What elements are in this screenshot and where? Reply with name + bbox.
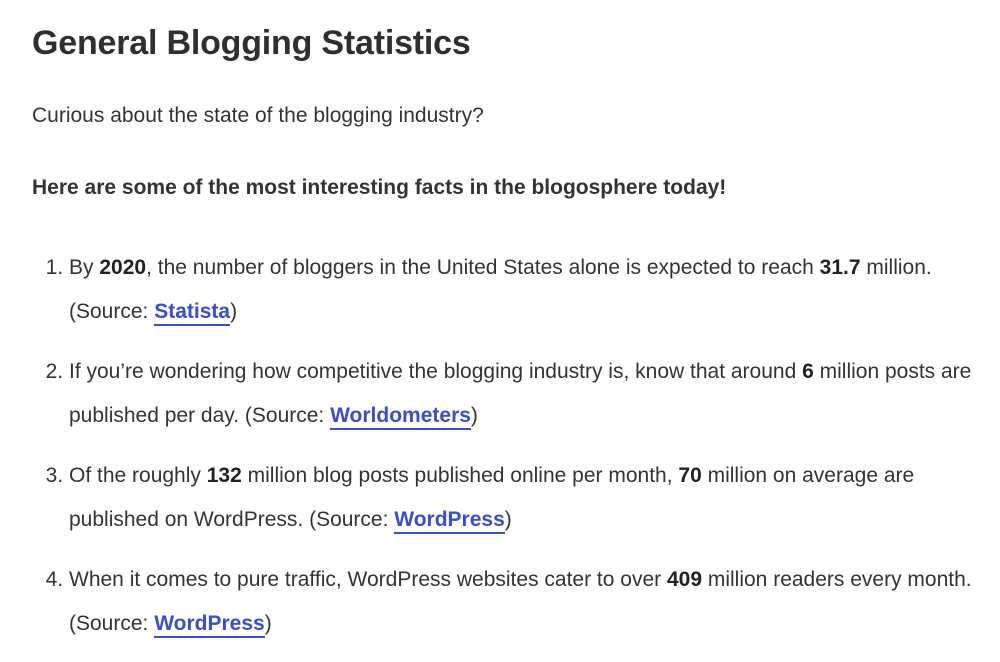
source-link-statista[interactable]: Statista [154,300,231,326]
text: When it comes to pure traffic, WordPress… [69,568,667,591]
text: ) [470,404,478,427]
stat-value: 31.7 [819,256,861,279]
stat-value: 6 [802,360,814,383]
text: ) [504,508,512,531]
intro-paragraph: Curious about the state of the blogging … [32,104,484,127]
stat-value: 132 [206,464,242,487]
list-item: If you’re wondering how competitive the … [69,350,974,438]
text: Of the roughly [69,464,207,487]
stat-value: 70 [678,464,702,487]
source-link-wordpress[interactable]: WordPress [394,508,505,534]
text: By [69,256,100,279]
section-heading: General Blogging Statistics [32,24,471,62]
text: million on average are published on Word… [69,464,915,531]
source-link-wordpress[interactable]: WordPress [154,612,265,638]
list-item: When it comes to pure traffic, WordPress… [69,558,974,646]
lead-paragraph: Here are some of the most interesting fa… [32,176,727,199]
source-link-worldometers[interactable]: Worldometers [330,404,471,430]
text: ) [264,612,272,635]
text: million. (Source: [69,256,932,323]
stats-list: By 2020, the number of bloggers in the U… [32,246,974,662]
stat-value: 2020 [99,256,147,279]
text: million blog posts published online per … [241,464,679,487]
stat-value: 409 [666,568,703,591]
text: million posts are published per day. (So… [69,360,972,427]
list-item: Of the roughly 132 million blog posts pu… [69,454,974,542]
list-item: By 2020, the number of bloggers in the U… [69,246,974,334]
text: million readers every month. (Source: [69,568,972,635]
text: If you’re wondering how competitive the … [69,360,803,383]
text: ) [230,300,238,323]
text: , the number of bloggers in the United S… [146,256,820,279]
